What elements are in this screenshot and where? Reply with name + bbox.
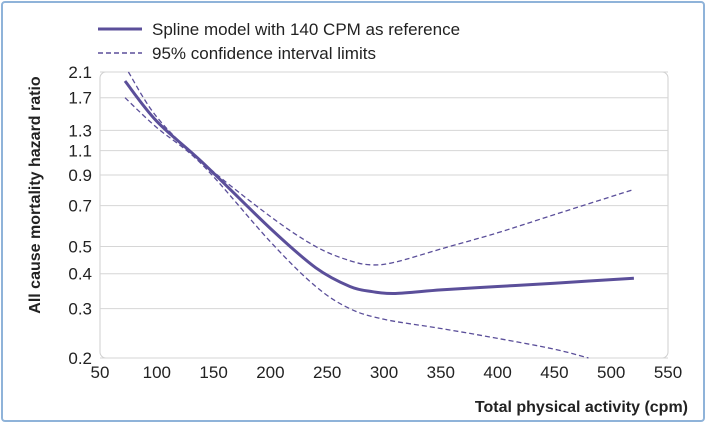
x-tick-label: 350 (427, 363, 455, 382)
y-tick-label: 0.9 (68, 166, 92, 185)
x-tick-label: 50 (91, 363, 110, 382)
x-axis-label: Total physical activity (cpm) (475, 399, 688, 416)
x-tick-label: 450 (540, 363, 568, 382)
legend-label-ci: 95% confidence interval limits (152, 44, 376, 63)
y-tick-label: 1.7 (68, 89, 92, 108)
x-tick-label: 300 (370, 363, 398, 382)
x-tick-label: 550 (654, 363, 682, 382)
grid-lines (100, 71, 668, 359)
ci-upper-line (127, 71, 635, 266)
y-tick-label: 1.1 (68, 142, 92, 161)
legend-label-spline: Spline model with 140 CPM as reference (152, 20, 460, 39)
plot-area (99, 71, 669, 359)
y-tick-label: 0.5 (68, 238, 92, 257)
x-tick-label: 250 (313, 363, 341, 382)
x-tick-label: 500 (597, 363, 625, 382)
series-group (123, 71, 635, 359)
legend: Spline model with 140 CPM as reference 9… (98, 20, 460, 63)
y-tick-label: 0.4 (68, 265, 92, 284)
ci-lower-line (124, 97, 589, 359)
y-tick-label: 0.3 (68, 300, 92, 319)
y-tick-label: 0.7 (68, 197, 92, 216)
y-axis-ticks: 0.2 0.3 0.4 0.5 0.7 0.9 1.1 1.3 1.7 2.1 (68, 63, 92, 368)
y-tick-label: 1.3 (68, 121, 92, 140)
y-tick-label: 2.1 (68, 63, 92, 82)
x-tick-label: 100 (143, 363, 171, 382)
x-axis-ticks: 50 100 150 200 250 300 350 400 450 500 550 (91, 363, 683, 382)
x-tick-label: 150 (199, 363, 227, 382)
x-tick-label: 200 (256, 363, 284, 382)
x-tick-label: 400 (483, 363, 511, 382)
y-tick-label: 0.2 (68, 349, 92, 368)
y-axis-label: All cause mortality hazard ratio (27, 76, 44, 314)
